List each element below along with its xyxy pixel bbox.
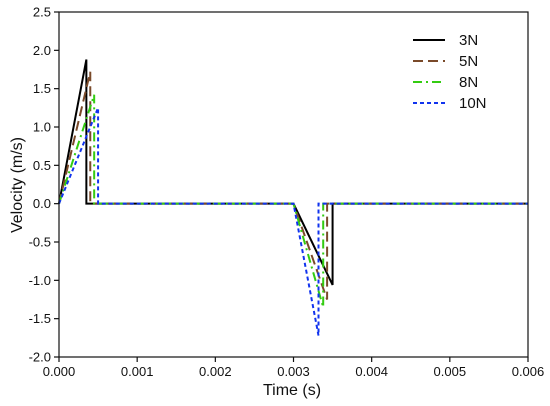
y-tick-label: 0.5 — [33, 158, 51, 173]
x-tick-label: 0.006 — [512, 364, 545, 379]
x-tick-label: 0.004 — [355, 364, 388, 379]
y-tick-label: 2.0 — [33, 43, 51, 58]
legend-label-8n: 8N — [459, 74, 478, 91]
series-line-5n — [58, 71, 528, 300]
y-tick-label: 0.0 — [33, 196, 51, 211]
legend-label-3n: 3N — [459, 32, 478, 49]
y-axis-title: Velocity (m/s) — [9, 137, 26, 233]
series-line-8n — [58, 94, 528, 308]
x-tick-label: 0.003 — [277, 364, 310, 379]
y-tick-label: -1.0 — [29, 273, 51, 288]
x-axis-title: Time (s) — [263, 382, 321, 399]
x-tick-label: 0.001 — [121, 364, 154, 379]
legend: 3N 5N 8N 10N — [413, 32, 487, 112]
series-line-10n — [58, 107, 528, 336]
y-tick-label: 2.5 — [33, 5, 51, 20]
plot-area — [58, 59, 528, 336]
legend-label-10n: 10N — [459, 95, 487, 112]
x-tick-label: 0.002 — [199, 364, 232, 379]
x-tick-label: 0.000 — [43, 364, 76, 379]
legend-label-5n: 5N — [459, 53, 478, 70]
y-tick-label: -0.5 — [29, 235, 51, 250]
x-tick-label: 0.005 — [434, 364, 467, 379]
y-tick-label: -2.0 — [29, 350, 51, 365]
plot-frame — [58, 11, 529, 358]
axes: 0.000 0.001 0.002 0.003 0.004 0.005 0.006 -2.0 -… — [29, 5, 545, 380]
series-line-3n — [58, 59, 528, 286]
y-tick-label: 1.5 — [33, 81, 51, 96]
y-tick-label: 1.0 — [33, 120, 51, 135]
y-tick-label: -1.5 — [29, 311, 51, 326]
